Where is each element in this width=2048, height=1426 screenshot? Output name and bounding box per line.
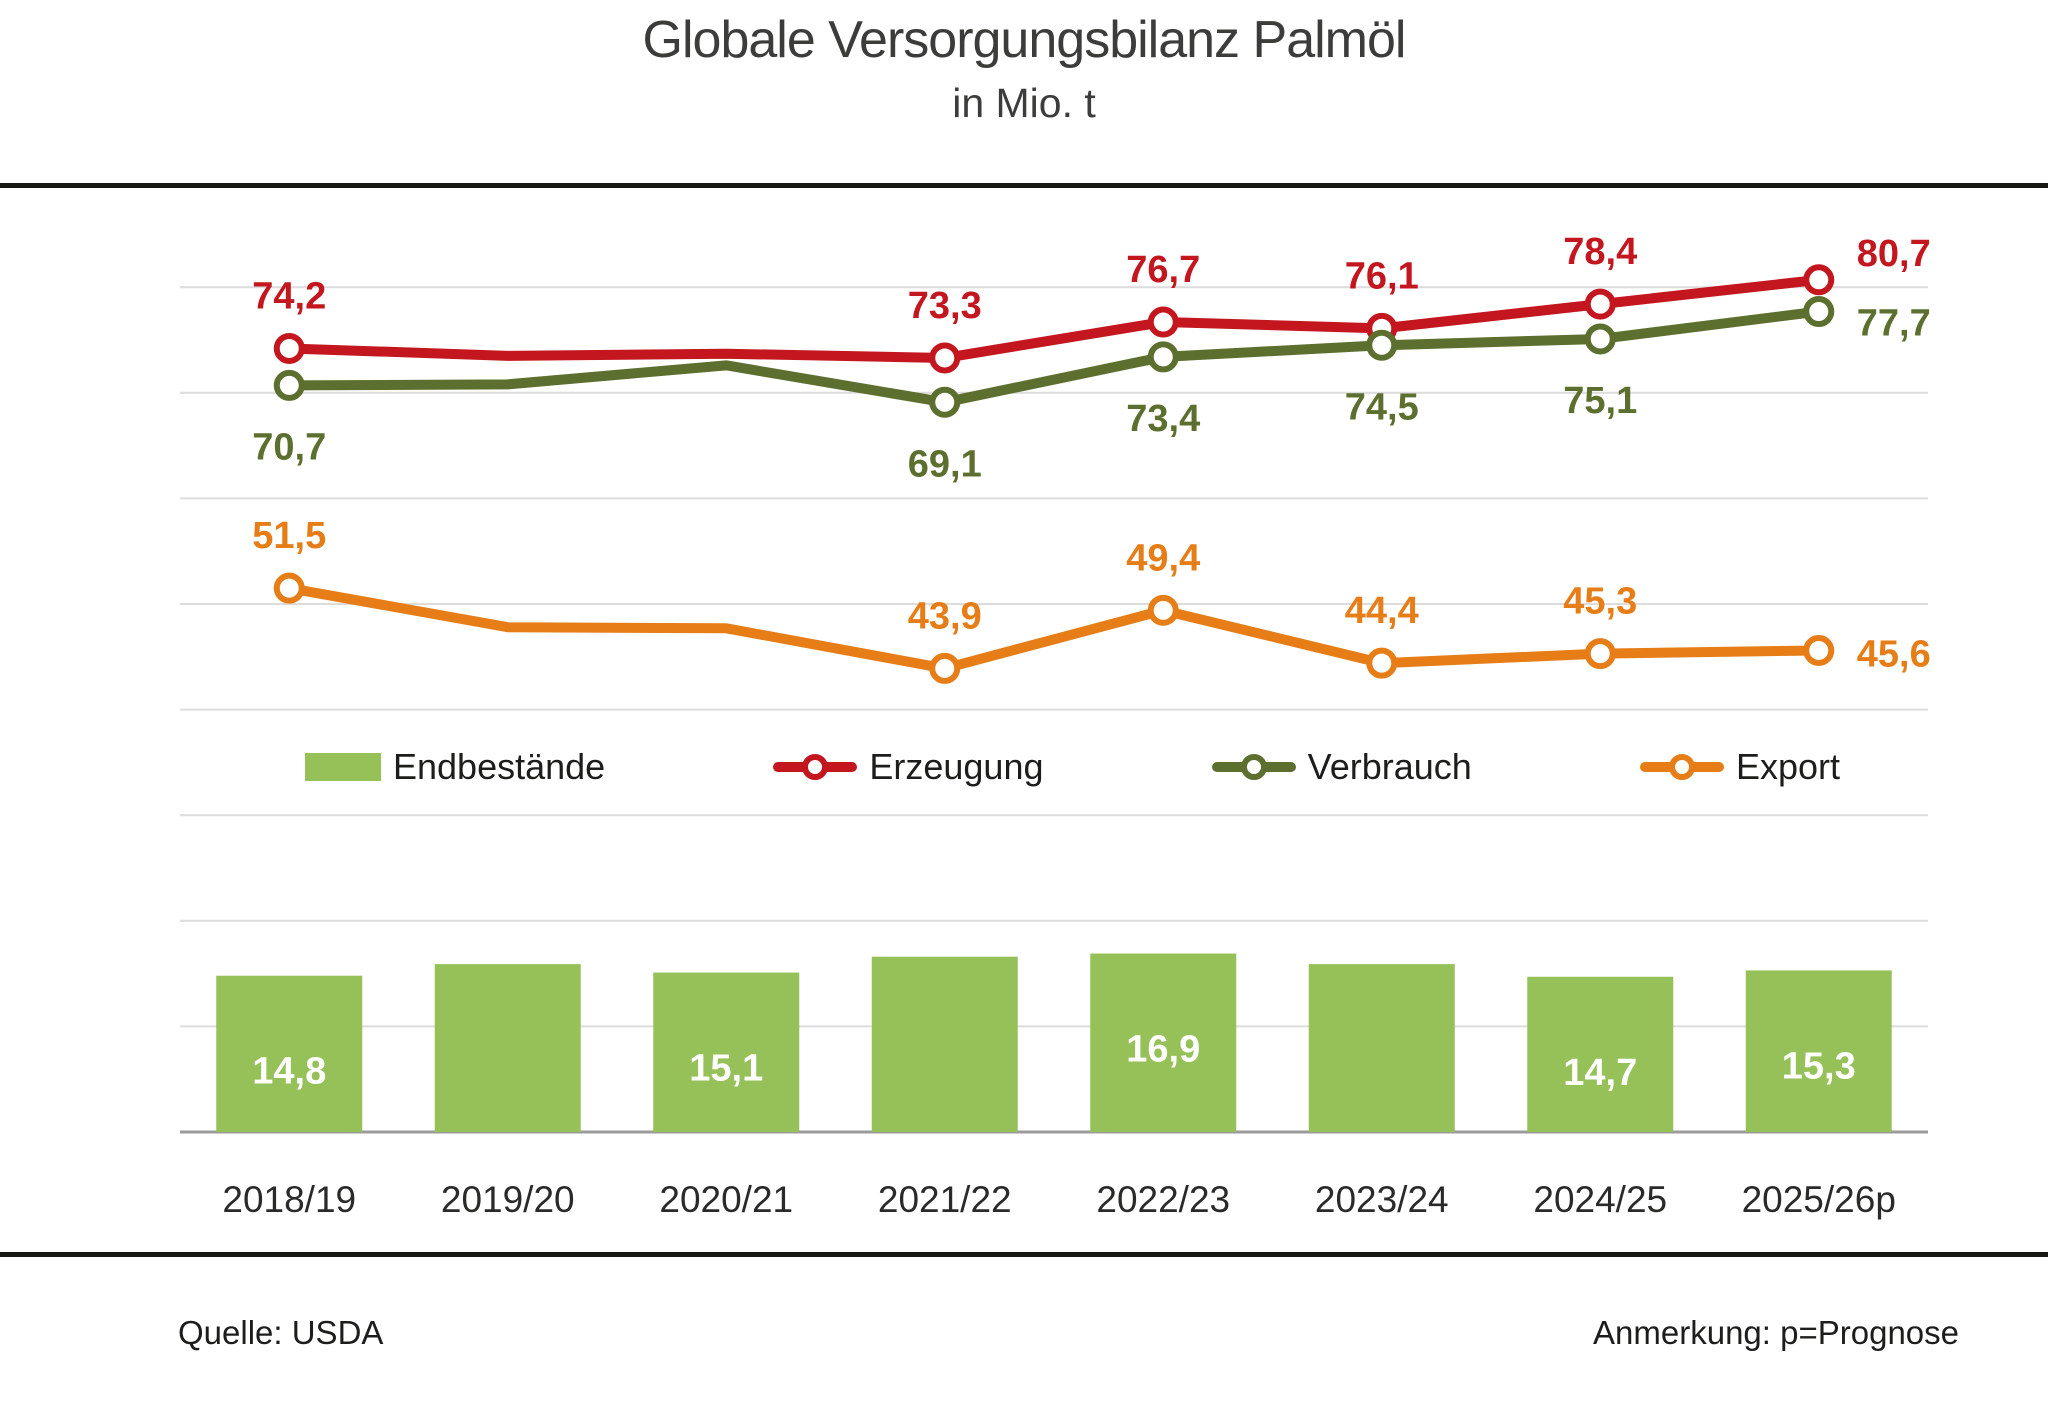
export-data-label: 51,5 bbox=[252, 515, 326, 557]
plot-area: 14,8 15,1 16,9 14,7 15,3 74,2 73,3 76,7 76,1 78,4… bbox=[180, 231, 1931, 1220]
chart-subtitle: in Mio. t bbox=[952, 80, 1096, 126]
x-axis-label: 2021/22 bbox=[878, 1179, 1012, 1220]
bar-2022/23 bbox=[1090, 953, 1237, 1132]
verbrauch-data-label: 74,5 bbox=[1345, 386, 1419, 428]
legend: Endbestände Erzeugung Verbrauch Export bbox=[305, 740, 1840, 794]
export-data-label: 45,3 bbox=[1563, 581, 1637, 623]
verbrauch-data-label: 69,1 bbox=[908, 443, 982, 485]
legend-item-export: Export bbox=[1639, 746, 1840, 787]
export-data-label: 44,4 bbox=[1345, 590, 1419, 632]
erzeugung-marker bbox=[273, 332, 305, 364]
export-data-label: 49,4 bbox=[1126, 537, 1200, 579]
verbrauch-marker bbox=[1366, 329, 1398, 361]
export-data-label: 43,9 bbox=[908, 595, 982, 637]
export-marker bbox=[1147, 594, 1179, 626]
verbrauch-marker bbox=[1803, 295, 1835, 327]
legend-item-endbestände: Endbestände bbox=[305, 749, 605, 785]
erzeugung-line bbox=[284, 274, 1824, 363]
bar-data-label: 16,9 bbox=[1126, 1029, 1200, 1071]
erzeugung-marker bbox=[929, 342, 961, 374]
export-marker bbox=[929, 652, 961, 684]
bar-2019/20 bbox=[434, 964, 581, 1132]
legend-label: Export bbox=[1735, 746, 1840, 787]
verbrauch-line bbox=[284, 306, 1824, 408]
erzeugung-data-label: 76,7 bbox=[1126, 249, 1200, 291]
legend-line-marker-icon bbox=[1211, 752, 1296, 782]
top-separator-line bbox=[0, 183, 2048, 188]
verbrauch-data-label: 70,7 bbox=[252, 426, 326, 468]
legend-line-dot bbox=[1668, 754, 1695, 780]
x-axis-label: 2024/25 bbox=[1533, 1179, 1667, 1220]
bar-data-label: 15,1 bbox=[689, 1048, 763, 1090]
verbrauch-marker bbox=[1147, 341, 1179, 373]
bar-2018/19 bbox=[216, 975, 363, 1132]
verbrauch-marker bbox=[929, 386, 961, 418]
erzeugung-marker bbox=[1803, 264, 1835, 296]
x-axis-label: 2019/20 bbox=[441, 1179, 575, 1220]
bar-data-label: 14,8 bbox=[252, 1051, 326, 1093]
legend-line-marker-icon bbox=[1639, 752, 1724, 782]
verbrauch-marker bbox=[1584, 323, 1616, 355]
erzeugung-marker bbox=[1147, 306, 1179, 338]
bar-data-label: 15,3 bbox=[1782, 1045, 1856, 1087]
bar-2025/26p bbox=[1745, 970, 1892, 1132]
legend-item-erzeugung: Erzeugung bbox=[773, 746, 1044, 787]
x-axis-label: 2018/19 bbox=[222, 1179, 356, 1220]
bar-data-label: 14,7 bbox=[1563, 1052, 1637, 1094]
erzeugung-data-label: 80,7 bbox=[1857, 233, 1931, 275]
bar-2020/21 bbox=[653, 972, 800, 1132]
export-marker bbox=[1366, 647, 1398, 679]
erzeugung-marker bbox=[1584, 288, 1616, 320]
erzeugung-data-label: 74,2 bbox=[252, 275, 326, 317]
x-axis-label: 2023/24 bbox=[1315, 1179, 1449, 1220]
x-axis-label: 2020/21 bbox=[659, 1179, 793, 1220]
erzeugung-data-label: 78,4 bbox=[1563, 231, 1637, 273]
bottom-separator-line bbox=[0, 1252, 2048, 1257]
source-note: Quelle: USDA bbox=[178, 1314, 384, 1351]
forecast-note: Anmerkung: p=Prognose bbox=[1593, 1314, 1959, 1351]
export-marker bbox=[1584, 638, 1616, 670]
verbrauch-marker bbox=[273, 369, 305, 401]
legend-label: Endbestände bbox=[393, 746, 606, 787]
legend-bar-swatch-icon bbox=[305, 753, 381, 781]
x-axis-label: 2022/23 bbox=[1096, 1179, 1230, 1220]
verbrauch-data-label: 73,4 bbox=[1126, 398, 1200, 440]
verbrauch-data-label: 77,7 bbox=[1857, 302, 1931, 344]
bar-2021/22 bbox=[871, 956, 1018, 1132]
erzeugung-data-label: 76,1 bbox=[1345, 255, 1419, 297]
chart-title: Globale Versorgungsbilanz Palmöl bbox=[642, 11, 1407, 69]
bar-2024/25 bbox=[1527, 976, 1674, 1132]
legend-item-verbrauch: Verbrauch bbox=[1211, 746, 1472, 787]
legend-line-dot bbox=[802, 754, 829, 780]
erzeugung-data-label: 73,3 bbox=[908, 285, 982, 327]
legend-label: Verbrauch bbox=[1307, 746, 1472, 787]
export-marker bbox=[273, 572, 305, 604]
x-axis-label: 2025/26p bbox=[1742, 1179, 1896, 1220]
bar-2023/24 bbox=[1308, 964, 1455, 1132]
legend-line-marker-icon bbox=[773, 752, 858, 782]
legend-label: Erzeugung bbox=[869, 746, 1044, 787]
legend-line-dot bbox=[1240, 754, 1267, 780]
export-line bbox=[284, 583, 1824, 674]
export-data-label: 45,6 bbox=[1857, 633, 1931, 675]
export-marker bbox=[1803, 634, 1835, 666]
verbrauch-data-label: 75,1 bbox=[1563, 380, 1637, 422]
